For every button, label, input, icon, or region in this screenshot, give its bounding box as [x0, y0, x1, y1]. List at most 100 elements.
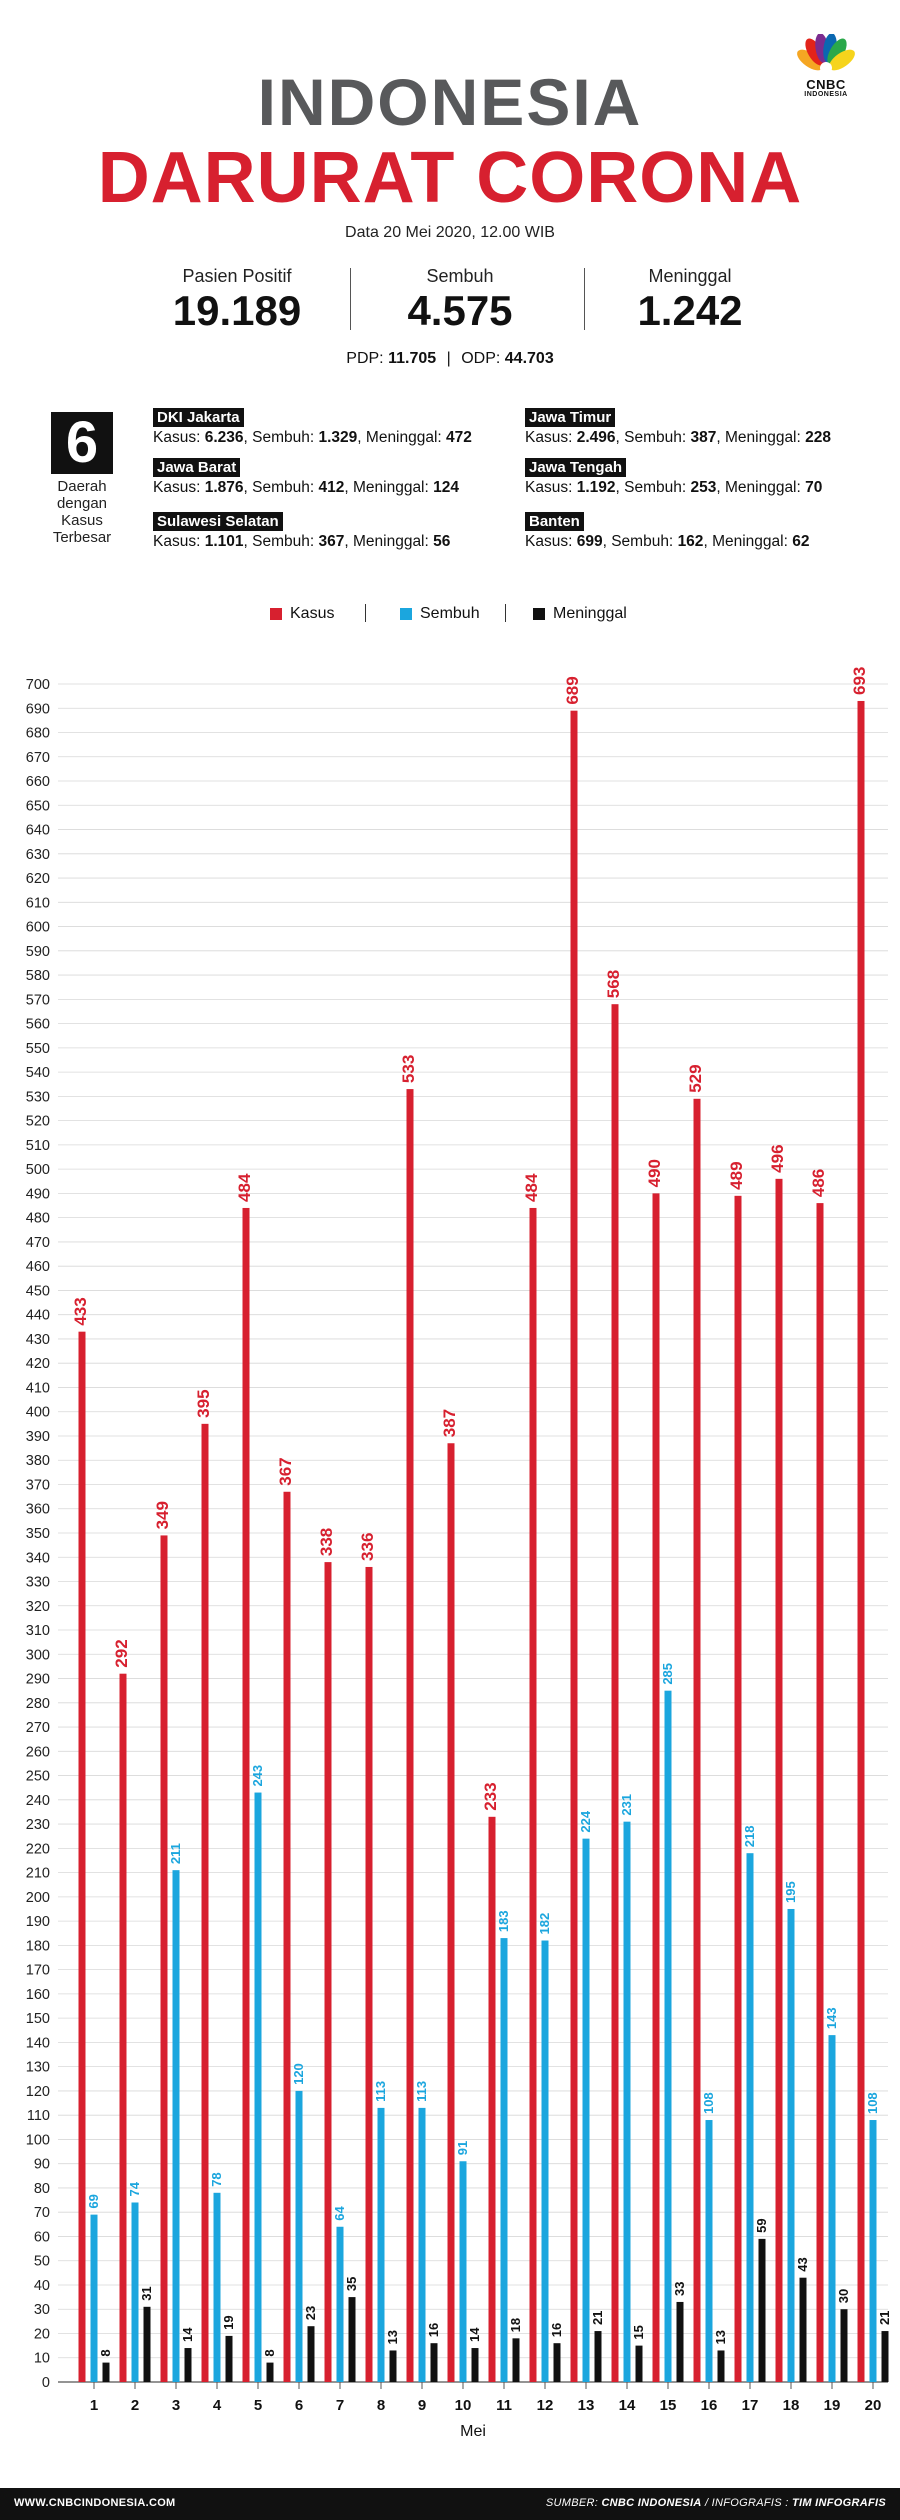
y-tick-label: 40	[34, 2278, 50, 2294]
x-tick-label: 16	[701, 2397, 718, 2414]
y-tick-label: 250	[26, 1769, 50, 1785]
bar-meninggal	[143, 2306, 151, 2382]
y-tick-label: 660	[26, 774, 50, 790]
legend-separator	[505, 604, 506, 622]
bar-meninggal	[799, 2277, 807, 2382]
data-label-sembuh: 243	[250, 1765, 265, 1787]
footer-site: WWW.CNBCINDONESIA.COM	[14, 2497, 176, 2509]
y-tick-label: 470	[26, 1235, 50, 1251]
x-tick-label: 19	[824, 2397, 841, 2414]
y-tick-label: 150	[26, 2011, 50, 2027]
bar-kasus	[365, 1566, 373, 2382]
y-tick-label: 520	[26, 1114, 50, 1130]
y-tick-label: 220	[26, 1841, 50, 1857]
data-label-meninggal: 18	[508, 2318, 523, 2332]
bar-sembuh	[213, 2192, 221, 2382]
bar-meninggal	[430, 2343, 438, 2382]
bar-meninggal	[553, 2343, 561, 2382]
y-tick-label: 100	[26, 2132, 50, 2148]
bar-kasus	[734, 1195, 742, 2382]
y-tick-label: 620	[26, 871, 50, 887]
data-label-kasus: 533	[399, 1055, 418, 1083]
y-tick-label: 540	[26, 1065, 50, 1081]
bar-kasus	[242, 1207, 250, 2382]
bar-kasus	[447, 1443, 455, 2382]
data-label-kasus: 367	[276, 1457, 295, 1485]
stat-positif-label: Pasien Positif	[182, 266, 292, 286]
bar-kasus	[652, 1193, 660, 2382]
y-tick-label: 310	[26, 1623, 50, 1639]
stat-sembuh: Sembuh 4.575	[350, 264, 570, 334]
caption-line: Kasus	[61, 512, 103, 529]
x-tick-label: 6	[295, 2397, 303, 2414]
data-label-sembuh: 91	[455, 2141, 470, 2155]
region-jawa-barat: Jawa Barat Kasus: 1.876, Sembuh: 412, Me…	[153, 458, 459, 498]
region-jawa-tengah: Jawa Tengah Kasus: 1.192, Sembuh: 253, M…	[525, 458, 822, 498]
data-label-sembuh: 113	[373, 2081, 388, 2102]
y-tick-label: 700	[26, 677, 50, 693]
data-label-meninggal: 14	[180, 2327, 195, 2342]
y-tick-label: 50	[34, 2254, 50, 2270]
bar-kasus	[160, 1535, 168, 2382]
y-tick-label: 450	[26, 1283, 50, 1299]
y-tick-label: 590	[26, 944, 50, 960]
x-tick-label: 15	[660, 2397, 677, 2414]
bar-meninggal	[758, 2238, 766, 2382]
y-tick-label: 480	[26, 1211, 50, 1227]
data-label-kasus: 338	[317, 1528, 336, 1556]
bar-meninggal	[102, 2362, 110, 2382]
bar-kasus	[816, 1203, 824, 2382]
x-tick-label: 20	[865, 2397, 882, 2414]
bar-kasus	[488, 1816, 496, 2382]
bar-kasus	[857, 700, 865, 2382]
cnbc-logo: CNBC INDONESIA	[788, 34, 864, 104]
data-label-kasus: 529	[686, 1064, 705, 1092]
bar-kasus	[611, 1004, 619, 2382]
y-tick-label: 360	[26, 1502, 50, 1518]
bar-sembuh	[705, 2120, 713, 2382]
y-tick-label: 370	[26, 1477, 50, 1493]
y-tick-label: 350	[26, 1526, 50, 1542]
bar-sembuh	[746, 1853, 754, 2382]
x-tick-label: 11	[496, 2397, 512, 2414]
y-tick-label: 120	[26, 2084, 50, 2100]
y-tick-label: 670	[26, 750, 50, 766]
x-tick-label: 18	[783, 2397, 800, 2414]
data-label-kasus: 489	[727, 1161, 746, 1189]
y-tick-label: 570	[26, 992, 50, 1008]
data-label-kasus: 233	[481, 1782, 500, 1810]
data-label-meninggal: 30	[836, 2289, 851, 2303]
data-label-sembuh: 231	[619, 1794, 634, 1816]
y-tick-label: 440	[26, 1308, 50, 1324]
bar-sembuh	[828, 2035, 836, 2382]
bar-meninggal	[389, 2350, 397, 2382]
data-label-meninggal: 14	[467, 2327, 482, 2342]
x-tick-label: 3	[172, 2397, 180, 2414]
data-label-meninggal: 21	[877, 2311, 892, 2325]
y-tick-label: 430	[26, 1332, 50, 1348]
logo-subtext: INDONESIA	[804, 91, 848, 98]
y-tick-label: 380	[26, 1453, 50, 1469]
y-tick-label: 460	[26, 1259, 50, 1275]
x-axis-title: Mei	[460, 2423, 486, 2440]
stat-sembuh-value: 4.575	[407, 287, 513, 334]
data-label-meninggal: 23	[303, 2306, 318, 2320]
y-tick-label: 550	[26, 1041, 50, 1057]
bar-sembuh	[623, 1821, 631, 2382]
data-label-kasus: 387	[440, 1409, 459, 1437]
data-label-meninggal: 35	[344, 2277, 359, 2291]
region-name: DKI Jakarta	[153, 408, 244, 427]
y-tick-label: 110	[27, 2108, 50, 2124]
bar-sembuh	[787, 1908, 795, 2382]
bar-kasus	[693, 1098, 701, 2382]
bar-meninggal	[881, 2331, 889, 2382]
bar-sembuh	[418, 2107, 426, 2382]
bar-sembuh	[254, 1792, 262, 2382]
y-tick-label: 90	[34, 2157, 50, 2173]
bar-meninggal	[471, 2348, 479, 2382]
data-label-kasus: 484	[522, 1173, 541, 1202]
y-tick-label: 130	[26, 2060, 50, 2076]
bar-sembuh	[172, 1870, 180, 2382]
y-tick-label: 600	[26, 920, 50, 936]
